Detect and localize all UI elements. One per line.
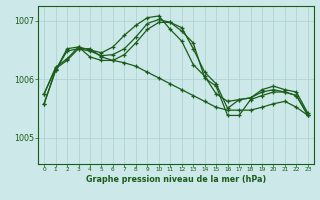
X-axis label: Graphe pression niveau de la mer (hPa): Graphe pression niveau de la mer (hPa) bbox=[86, 175, 266, 184]
